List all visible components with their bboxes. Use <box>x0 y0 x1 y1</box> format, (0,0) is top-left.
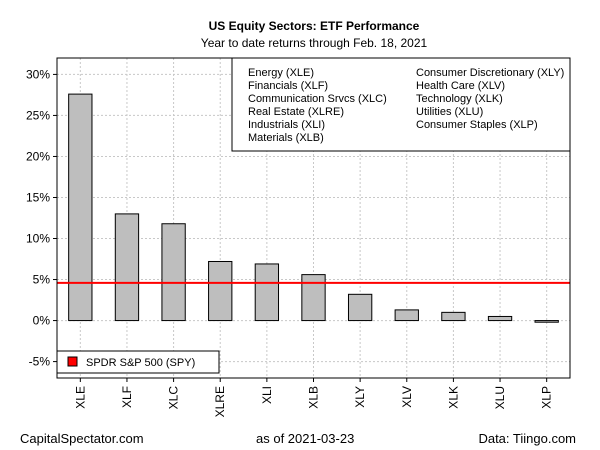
bar-xlk <box>441 311 466 322</box>
bar-xlf <box>114 213 140 322</box>
y-tick-label: 15% <box>26 190 50 204</box>
x-tick-label: XLRE <box>213 386 227 417</box>
spy-legend: SPDR S&P 500 (SPY) <box>56 350 220 374</box>
bar-xlu <box>487 315 513 322</box>
x-tick-label: XLK <box>446 386 460 409</box>
chart-title: US Equity Sectors: ETF Performance <box>209 19 420 33</box>
bar-xle <box>68 93 93 322</box>
x-tick-label: XLP <box>540 386 554 409</box>
footer-data-source: Data: Tiingo.com <box>478 431 576 446</box>
legend-entry: Real Estate (XLRE) <box>248 106 344 118</box>
y-axis: -5% 0% 5% 10% 15% 20% 25% 30% <box>26 67 57 369</box>
sector-legend-box <box>231 57 571 152</box>
legend-entry: Utilities (XLU) <box>416 106 483 118</box>
bar-xli <box>254 263 280 322</box>
legend-entry: Consumer Discretionary (XLY) <box>416 67 564 79</box>
bar-xlv <box>394 309 419 322</box>
x-axis: XLE XLF XLC XLRE XLI XLB XLY XLV XLK XLU XLP <box>73 378 554 417</box>
bar-xlre <box>208 260 233 322</box>
footer-source-site: CapitalSpectator.com <box>20 431 144 446</box>
legend-entry: Financials (XLF) <box>248 80 328 92</box>
spy-legend-swatch <box>67 356 78 367</box>
sector-legend: Energy (XLE)Financials (XLF)Communicatio… <box>231 57 571 152</box>
bar-xlb <box>301 274 326 322</box>
x-tick-label: XLB <box>307 386 321 409</box>
legend-entry: Health Care (XLV) <box>416 80 505 92</box>
legend-entry: Energy (XLE) <box>248 67 314 79</box>
y-tick-label: 10% <box>26 232 50 246</box>
y-tick-label: -5% <box>29 355 51 369</box>
x-tick-label: XLC <box>167 386 181 410</box>
bar-xlc <box>161 223 186 322</box>
y-tick-label: 25% <box>26 108 50 122</box>
y-tick-label: 0% <box>33 314 51 328</box>
y-tick-label: 20% <box>26 149 50 163</box>
x-tick-label: XLF <box>120 386 134 408</box>
bar-xlp <box>534 320 559 323</box>
x-tick-label: XLI <box>260 386 274 404</box>
bar-xly <box>347 293 373 322</box>
spy-legend-label: SPDR S&P 500 (SPY) <box>86 357 195 369</box>
chart-subtitle: Year to date returns through Feb. 18, 20… <box>201 36 428 50</box>
plot-frame <box>56 57 571 379</box>
y-tick-label: 30% <box>26 67 50 81</box>
x-tick-label: XLU <box>493 386 507 409</box>
legend-entry: Communication Srvcs (XLC) <box>248 93 387 105</box>
footer-as-of-date: as of 2021-03-23 <box>256 431 355 446</box>
legend-entry: Materials (XLB) <box>248 132 324 144</box>
bars <box>68 93 559 323</box>
y-tick-label: 5% <box>33 273 51 287</box>
legend-entry: Industrials (XLI) <box>248 119 325 131</box>
legend-entry: Consumer Staples (XLP) <box>416 119 538 131</box>
legend-entry: Technology (XLK) <box>416 93 503 105</box>
x-tick-label: XLV <box>400 386 414 408</box>
x-tick-label: XLE <box>73 386 87 409</box>
x-tick-label: XLY <box>353 386 367 408</box>
